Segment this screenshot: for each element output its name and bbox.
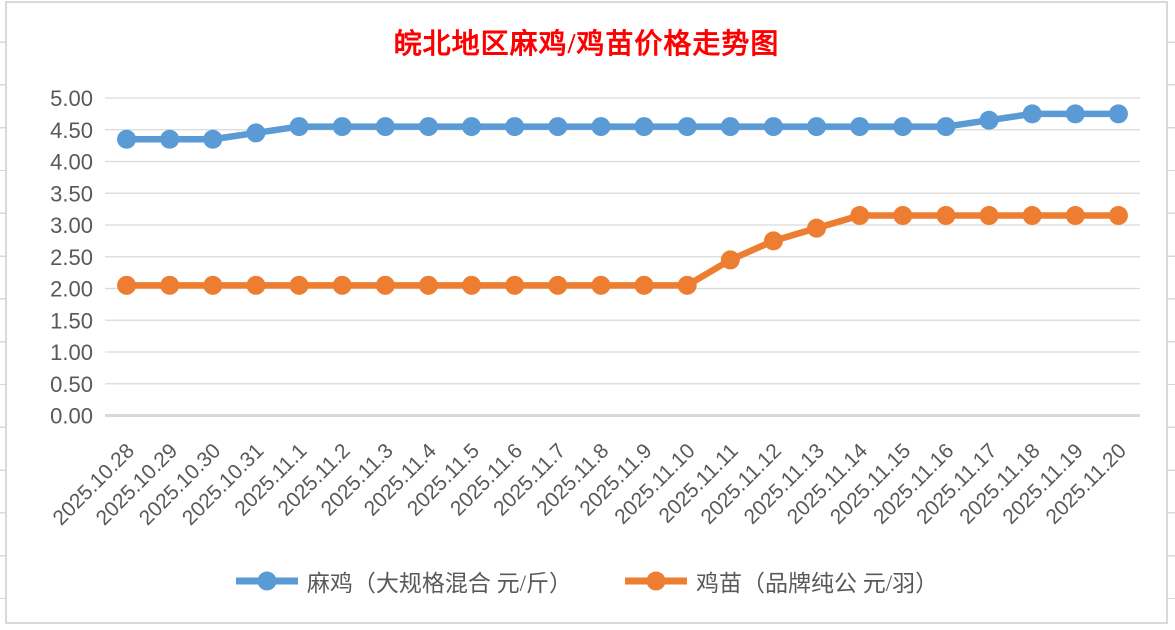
plot-area: 0.00 0.50 1.00 1.50 2.00 2.50 3.00 3.50 4.00 4.50… bbox=[49, 86, 1140, 530]
data-point-0-20 bbox=[979, 110, 999, 130]
data-point-1-20 bbox=[979, 205, 999, 225]
spreadsheet-gridlines-left bbox=[0, 0, 6, 630]
data-point-1-6 bbox=[375, 275, 395, 295]
y-axis-label: 0.50 bbox=[50, 372, 93, 397]
data-point-1-3 bbox=[246, 275, 266, 295]
data-point-1-13 bbox=[677, 275, 697, 295]
data-point-0-19 bbox=[936, 117, 956, 137]
data-point-0-21 bbox=[1022, 104, 1042, 124]
price-trend-chart[interactable]: 皖北地区麻鸡/鸡苗价格走势图 0.00 0.50 1.00 1.50 2.00 2.50 3… bbox=[5, 1, 1168, 624]
y-axis-label: 1.00 bbox=[50, 340, 93, 365]
spreadsheet-gridlines-right bbox=[1167, 0, 1175, 630]
data-point-1-11 bbox=[591, 275, 611, 295]
data-point-0-22 bbox=[1065, 104, 1085, 124]
y-axis-label: 5.00 bbox=[50, 86, 93, 111]
data-point-1-19 bbox=[936, 205, 956, 225]
data-point-1-8 bbox=[462, 275, 482, 295]
series-line-0 bbox=[123, 110, 1122, 143]
y-axis-label: 3.50 bbox=[50, 181, 93, 206]
data-point-1-16 bbox=[807, 218, 827, 238]
legend-label-jimiao: 鸡苗（品牌纯公 元/羽） bbox=[696, 571, 939, 596]
y-axis-label: 1.50 bbox=[50, 308, 93, 333]
data-point-0-6 bbox=[375, 117, 395, 137]
y-axis-label: 4.50 bbox=[50, 118, 93, 143]
data-point-0-7 bbox=[418, 117, 438, 137]
series-line-1 bbox=[123, 212, 1122, 289]
y-axis-label: 3.00 bbox=[50, 213, 93, 238]
legend-marker-jimiao bbox=[625, 571, 687, 591]
data-point-1-14 bbox=[720, 250, 740, 270]
data-point-0-0 bbox=[117, 129, 137, 149]
data-point-0-11 bbox=[591, 117, 611, 137]
y-axis-label: 2.50 bbox=[50, 245, 93, 270]
data-point-0-18 bbox=[893, 117, 913, 137]
y-axis-label: 0.00 bbox=[50, 404, 93, 429]
data-point-1-21 bbox=[1022, 205, 1042, 225]
data-point-0-14 bbox=[720, 117, 740, 137]
data-point-1-5 bbox=[332, 275, 352, 295]
data-point-0-13 bbox=[677, 117, 697, 137]
data-point-0-5 bbox=[332, 117, 352, 137]
data-point-1-9 bbox=[505, 275, 525, 295]
data-point-1-7 bbox=[418, 275, 438, 295]
data-point-1-0 bbox=[117, 275, 137, 295]
data-point-0-9 bbox=[505, 117, 525, 137]
data-point-1-1 bbox=[160, 275, 180, 295]
data-point-1-23 bbox=[1108, 205, 1128, 225]
data-point-0-15 bbox=[763, 117, 783, 137]
data-point-0-16 bbox=[807, 117, 827, 137]
legend-marker-maji bbox=[235, 571, 298, 591]
legend-item-maji[interactable]: 麻鸡（大规格混合 元/斤） bbox=[235, 564, 572, 598]
chart-legend: 麻鸡（大规格混合 元/斤） 鸡苗（品牌纯公 元/羽） bbox=[7, 556, 1166, 606]
y-axis-label: 4.00 bbox=[50, 150, 93, 175]
data-point-0-3 bbox=[246, 123, 266, 143]
data-point-0-2 bbox=[203, 129, 223, 149]
data-point-0-1 bbox=[160, 129, 180, 149]
y-axis-label: 2.00 bbox=[50, 277, 93, 302]
data-point-1-17 bbox=[850, 205, 870, 225]
data-point-0-12 bbox=[634, 117, 654, 137]
data-point-1-22 bbox=[1065, 205, 1085, 225]
legend-label-maji: 麻鸡（大规格混合 元/斤） bbox=[306, 571, 572, 596]
data-point-0-17 bbox=[850, 117, 870, 137]
data-point-0-23 bbox=[1108, 104, 1128, 124]
chart-title: 皖北地区麻鸡/鸡苗价格走势图 bbox=[393, 29, 780, 60]
legend-item-jimiao[interactable]: 鸡苗（品牌纯公 元/羽） bbox=[624, 564, 938, 598]
data-point-1-18 bbox=[893, 205, 913, 225]
data-point-1-12 bbox=[634, 275, 654, 295]
data-point-1-15 bbox=[763, 231, 783, 251]
data-point-0-8 bbox=[462, 117, 482, 137]
data-point-1-10 bbox=[548, 275, 568, 295]
data-point-0-4 bbox=[289, 117, 309, 137]
data-point-1-4 bbox=[289, 275, 309, 295]
data-point-0-10 bbox=[548, 117, 568, 137]
data-point-1-2 bbox=[203, 275, 223, 295]
